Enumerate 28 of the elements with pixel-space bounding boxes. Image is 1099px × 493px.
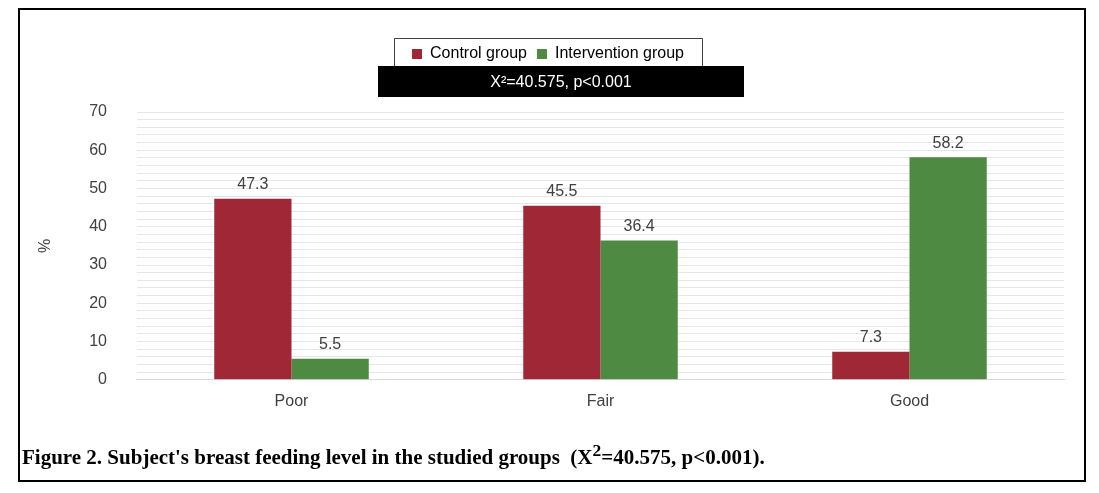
bar (600, 240, 678, 380)
legend-label: Intervention group (554, 44, 685, 62)
y-tick-label: 70 (89, 102, 108, 120)
data-label: 45.5 (546, 182, 578, 200)
y-tick-label: 60 (89, 140, 108, 158)
y-tick-label: 10 (89, 331, 108, 349)
data-label: 36.4 (623, 216, 655, 234)
y-tick-label: 30 (89, 255, 108, 273)
text: X²=40.575, p<0.001 (378, 66, 744, 97)
bar (909, 157, 987, 380)
bar (214, 198, 292, 380)
y-axis-title: % (36, 238, 54, 254)
bar (832, 351, 910, 380)
data-label: 7.3 (859, 328, 883, 346)
text: Figure 2. Subject's breast feeding level in the studied groups (X$^{2}$=40.575, p<0.001). (22, 440, 765, 470)
bar (291, 358, 369, 380)
x-tick-label: Good (889, 391, 930, 409)
y-tick-label: 40 (89, 217, 108, 235)
data-label: 5.5 (319, 335, 342, 353)
x-tick-label: Poor (274, 391, 310, 409)
y-tick-label: 20 (89, 293, 108, 311)
y-tick-label: 50 (89, 178, 108, 196)
y-tick-label: 0 (98, 370, 108, 388)
legend-label: Control group (430, 44, 528, 62)
data-label: 47.3 (237, 175, 269, 193)
bar (523, 205, 601, 380)
data-label: 58.2 (932, 133, 964, 151)
x-tick-label: Fair (586, 391, 615, 409)
